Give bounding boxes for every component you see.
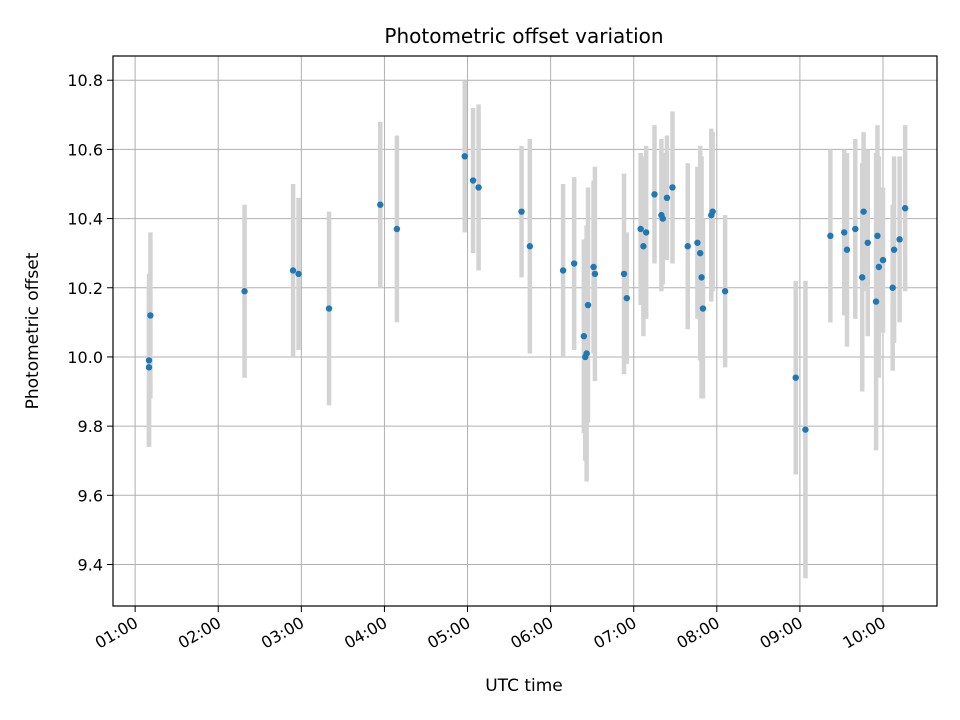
data-point xyxy=(698,274,705,281)
data-point xyxy=(875,263,883,271)
y-axis-ticks: 9.4 9.6 9.8 10.0 10.2 10.4 10.6 10.8 xyxy=(67,71,113,574)
data-point xyxy=(721,288,729,295)
data-point xyxy=(584,301,592,309)
data-point xyxy=(879,256,887,264)
data-point xyxy=(570,260,578,267)
data-point xyxy=(461,153,468,160)
data-point xyxy=(591,270,599,278)
data-point xyxy=(860,208,867,215)
data-point xyxy=(802,426,809,433)
data-point xyxy=(792,374,799,381)
chart-title: Photometric offset variation xyxy=(384,24,663,48)
data-point xyxy=(843,246,851,253)
x-axis-label: UTC time xyxy=(485,676,563,696)
data-point xyxy=(583,350,590,357)
y-tick-label: 10.4 xyxy=(67,210,103,229)
data-point xyxy=(864,239,871,246)
data-point xyxy=(393,225,401,233)
y-tick-label: 10.6 xyxy=(67,140,103,159)
data-point xyxy=(659,215,666,222)
data-point xyxy=(145,357,153,364)
data-points xyxy=(145,153,909,433)
data-point xyxy=(874,232,881,240)
y-tick-label: 9.4 xyxy=(78,555,103,574)
y-axis-label: Photometric offset xyxy=(23,252,43,409)
data-point xyxy=(559,267,567,274)
data-point xyxy=(872,298,880,305)
y-tick-label: 10.0 xyxy=(67,348,103,367)
data-point xyxy=(684,243,691,250)
data-point xyxy=(241,288,248,295)
data-point xyxy=(859,274,866,281)
data-point xyxy=(377,201,384,208)
data-point xyxy=(295,270,302,278)
data-point xyxy=(852,225,859,233)
data-point xyxy=(469,177,477,184)
data-point xyxy=(827,232,834,240)
plot-frame xyxy=(112,55,938,607)
data-point xyxy=(637,225,644,233)
data-point xyxy=(623,294,630,302)
data-point xyxy=(145,364,153,371)
data-point xyxy=(325,305,333,312)
data-point xyxy=(669,184,676,191)
data-point xyxy=(526,243,534,250)
data-point xyxy=(699,305,707,312)
y-tick-label: 10.2 xyxy=(67,279,103,298)
data-point xyxy=(289,267,297,274)
y-tick-label: 10.8 xyxy=(67,71,103,90)
data-point xyxy=(620,270,628,278)
data-point xyxy=(841,229,848,236)
data-point xyxy=(580,332,588,340)
data-point xyxy=(590,263,597,271)
data-point xyxy=(694,239,701,246)
data-point xyxy=(640,243,647,250)
data-point xyxy=(651,191,658,198)
data-point xyxy=(890,246,898,253)
data-point xyxy=(475,184,482,191)
data-point xyxy=(518,208,525,215)
data-point xyxy=(696,249,704,257)
data-point xyxy=(663,194,671,202)
data-point xyxy=(896,236,903,243)
data-point xyxy=(901,205,909,212)
y-tick-label: 9.8 xyxy=(78,417,103,436)
data-point xyxy=(709,208,716,215)
data-point xyxy=(889,284,896,291)
y-tick-label: 9.6 xyxy=(78,486,103,505)
data-point xyxy=(642,229,650,236)
data-point xyxy=(147,312,154,319)
